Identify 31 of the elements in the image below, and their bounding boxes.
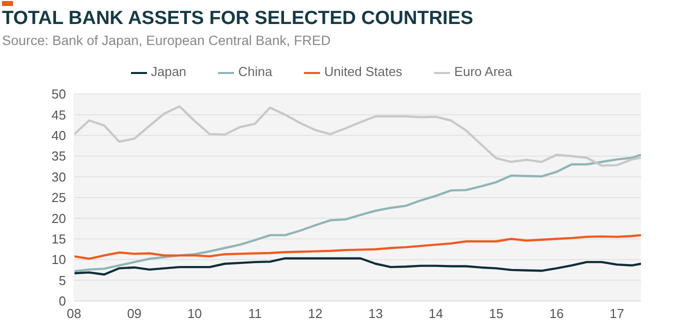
line-series [74, 105, 641, 167]
x-tick-label: 13 [368, 306, 383, 322]
y-tick-label: 25 [52, 190, 66, 206]
y-tick-label: 0 [58, 294, 66, 309]
legend-label: China [238, 64, 272, 79]
line-series [74, 257, 641, 276]
x-tick-label: 11 [248, 306, 262, 322]
y-tick-label: 45 [52, 107, 66, 122]
y-tick-label: 35 [52, 148, 66, 164]
y-tick-label: 10 [52, 252, 66, 268]
y-tick-label: 30 [52, 169, 66, 184]
y-tick-label: 40 [52, 128, 66, 144]
x-tick-label: 16 [549, 306, 564, 322]
x-tick-label: 17 [610, 306, 624, 322]
y-tick-label: 20 [52, 210, 66, 226]
chart-title: TOTAL BANK ASSETS FOR SELECTED COUNTRIES [2, 8, 474, 30]
x-tick-label: 08 [66, 306, 82, 322]
y-tick-label: 50 [52, 86, 66, 102]
legend-label: Japan [150, 64, 186, 79]
x-tick-label: 12 [308, 306, 323, 322]
legend-label: United States [324, 64, 402, 79]
line-series [74, 154, 641, 272]
line-series [74, 234, 641, 260]
y-tick-label: 15 [52, 232, 66, 247]
source-note: Source: Bank of Japan, European Central Bank, FRED [2, 33, 331, 48]
legend-label: Euro Area [454, 64, 512, 79]
y-tick-label: 5 [58, 272, 66, 288]
x-tick-label: 09 [127, 306, 142, 322]
x-tick-label: 14 [428, 306, 444, 322]
x-tick-label: 15 [489, 306, 504, 322]
x-tick-label: 10 [187, 306, 202, 322]
